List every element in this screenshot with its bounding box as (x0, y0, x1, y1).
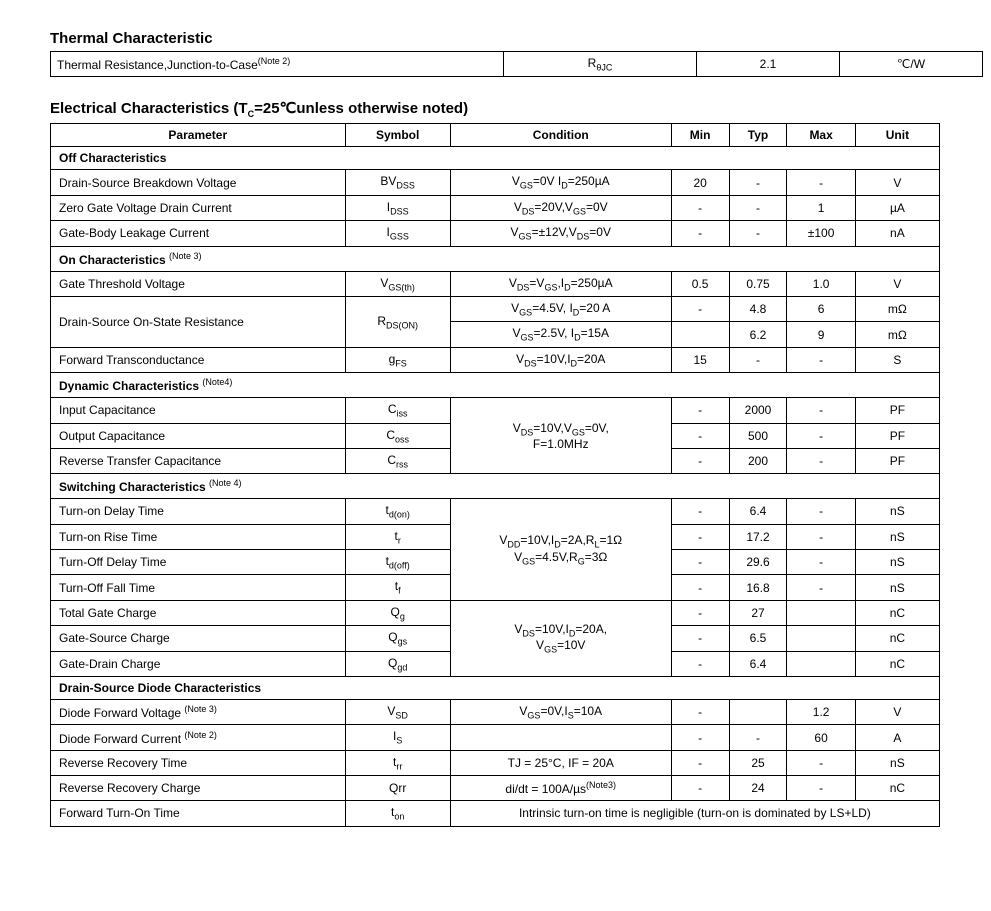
thermal-param: Thermal Resistance,Junction-to-Case(Note… (51, 52, 504, 77)
row-is: Diode Forward Current (Note 2) IS - - 60… (51, 725, 940, 750)
row-vgsth: Gate Threshold Voltage VGS(th) VDS=VGS,I… (51, 271, 940, 296)
elec-title: Electrical Characteristics (TC=25℃unless… (50, 99, 941, 119)
section-diode: Drain-Source Diode Characteristics (51, 677, 940, 700)
thermal-title: Thermal Characteristic (50, 30, 941, 47)
row-gfs: Forward Transconductance gFS VDS=10V,ID=… (51, 347, 940, 372)
thermal-table: Thermal Resistance,Junction-to-Case(Note… (50, 51, 983, 77)
thermal-unit: ℃/W (840, 52, 983, 77)
thermal-value: 2.1 (697, 52, 840, 77)
row-bvdss: Drain-Source Breakdown Voltage BVDSS VGS… (51, 170, 940, 195)
hdr-symbol: Symbol (345, 124, 450, 147)
hdr-cond: Condition (450, 124, 671, 147)
hdr-unit: Unit (855, 124, 939, 147)
elec-table: Parameter Symbol Condition Min Typ Max U… (50, 123, 940, 826)
hdr-min: Min (671, 124, 729, 147)
row-igss: Gate-Body Leakage Current IGSS VGS=±12V,… (51, 221, 940, 246)
hdr-param: Parameter (51, 124, 346, 147)
row-ciss: Input Capacitance Ciss VDS=10V,VGS=0V, F… (51, 398, 940, 423)
row-ton: Forward Turn-On Time ton Intrinsic turn-… (51, 801, 940, 826)
section-off: Off Characteristics (51, 147, 940, 170)
thermal-row: Thermal Resistance,Junction-to-Case(Note… (51, 52, 983, 77)
row-qrr: Reverse Recovery Charge Qrr di/dt = 100A… (51, 776, 940, 801)
row-idss: Zero Gate Voltage Drain Current IDSS VDS… (51, 195, 940, 220)
row-rdson1: Drain-Source On-State Resistance RDS(ON)… (51, 296, 940, 321)
header-row: Parameter Symbol Condition Min Typ Max U… (51, 124, 940, 147)
row-trr: Reverse Recovery Time trr TJ = 25°C, IF … (51, 750, 940, 775)
hdr-typ: Typ (729, 124, 787, 147)
row-tdon: Turn-on Delay Time td(on) VDD=10V,ID=2A,… (51, 499, 940, 524)
hdr-max: Max (787, 124, 855, 147)
section-sw: Switching Characteristics (Note 4) (51, 474, 940, 499)
row-qg: Total Gate Charge Qg VDS=10V,ID=20A, VGS… (51, 600, 940, 625)
section-on: On Characteristics (Note 3) (51, 246, 940, 271)
thermal-symbol: RθJC (504, 52, 697, 77)
section-dyn: Dynamic Characteristics (Note4) (51, 373, 940, 398)
row-vsd: Diode Forward Voltage (Note 3) VSD VGS=0… (51, 700, 940, 725)
